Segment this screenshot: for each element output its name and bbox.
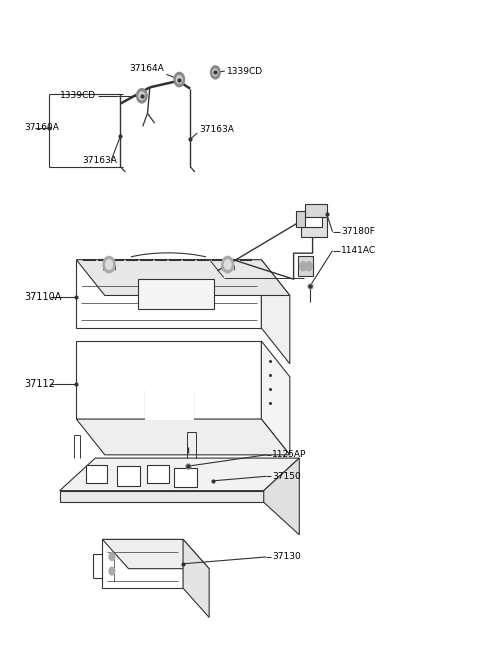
Polygon shape [174,468,197,487]
Polygon shape [301,217,327,237]
Polygon shape [102,539,183,588]
Circle shape [211,66,220,79]
Polygon shape [145,390,192,419]
Polygon shape [299,256,312,276]
Text: 1339CD: 1339CD [60,91,96,100]
Text: 37180F: 37180F [341,227,375,236]
Polygon shape [305,205,327,217]
Polygon shape [76,341,261,419]
Polygon shape [261,260,290,364]
Text: 37164A: 37164A [129,64,164,73]
Polygon shape [76,260,290,295]
Circle shape [300,262,306,271]
Text: 1141AC: 1141AC [341,246,376,255]
Circle shape [103,256,115,273]
Text: 37110A: 37110A [24,293,61,302]
Polygon shape [117,466,140,485]
Polygon shape [183,539,209,617]
Polygon shape [138,279,214,310]
Circle shape [137,89,147,103]
Polygon shape [147,465,169,483]
Text: 37130: 37130 [272,552,301,562]
Circle shape [305,262,312,271]
Text: 1339CD: 1339CD [227,66,263,75]
Text: 1125AP: 1125AP [272,450,307,459]
Polygon shape [60,491,264,502]
Text: 37150: 37150 [272,472,301,481]
Circle shape [109,552,115,560]
Text: 37112: 37112 [24,379,55,389]
Polygon shape [60,458,300,491]
Polygon shape [76,260,261,328]
Polygon shape [264,458,300,535]
Circle shape [139,92,144,100]
Polygon shape [296,211,305,227]
Polygon shape [86,465,107,483]
Circle shape [222,256,234,273]
Polygon shape [76,419,290,455]
Circle shape [174,72,184,87]
Circle shape [224,260,231,269]
Text: 37160A: 37160A [24,123,59,132]
Text: 37163A: 37163A [200,125,235,134]
Polygon shape [102,539,209,569]
Circle shape [106,260,112,269]
Circle shape [109,567,115,575]
Circle shape [213,69,218,75]
Text: 37163A: 37163A [83,156,117,165]
Polygon shape [261,341,290,455]
Circle shape [177,75,182,83]
